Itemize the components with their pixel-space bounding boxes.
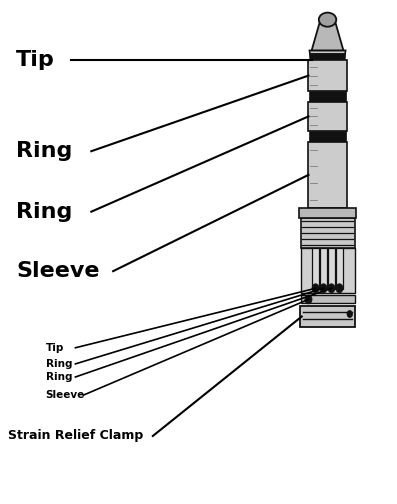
Text: Ring: Ring	[46, 359, 72, 369]
Circle shape	[336, 284, 343, 293]
Bar	[309, 131, 346, 142]
Polygon shape	[309, 54, 346, 60]
Bar	[301, 248, 355, 293]
Polygon shape	[320, 248, 327, 289]
Text: Sleeve: Sleeve	[16, 261, 99, 281]
Polygon shape	[312, 248, 319, 289]
Polygon shape	[308, 142, 347, 208]
Text: Ring: Ring	[46, 372, 72, 382]
Bar	[301, 295, 355, 303]
Bar	[301, 218, 355, 248]
Circle shape	[312, 284, 319, 293]
Bar	[309, 91, 346, 102]
Circle shape	[305, 295, 312, 304]
Text: Sleeve: Sleeve	[46, 390, 85, 400]
Polygon shape	[312, 23, 343, 50]
Text: Ring: Ring	[16, 202, 72, 222]
Circle shape	[328, 284, 335, 293]
Polygon shape	[309, 50, 346, 54]
Text: Tip: Tip	[16, 50, 55, 71]
Circle shape	[347, 310, 353, 318]
Polygon shape	[308, 102, 347, 131]
Polygon shape	[308, 60, 347, 91]
Circle shape	[320, 284, 327, 293]
Text: Tip: Tip	[46, 343, 64, 353]
Bar	[300, 306, 355, 327]
Polygon shape	[328, 248, 335, 289]
Ellipse shape	[319, 13, 336, 27]
Bar	[299, 208, 356, 218]
Text: Strain Relief Clamp: Strain Relief Clamp	[8, 429, 143, 443]
Text: Ring: Ring	[16, 141, 72, 161]
Polygon shape	[336, 248, 343, 289]
